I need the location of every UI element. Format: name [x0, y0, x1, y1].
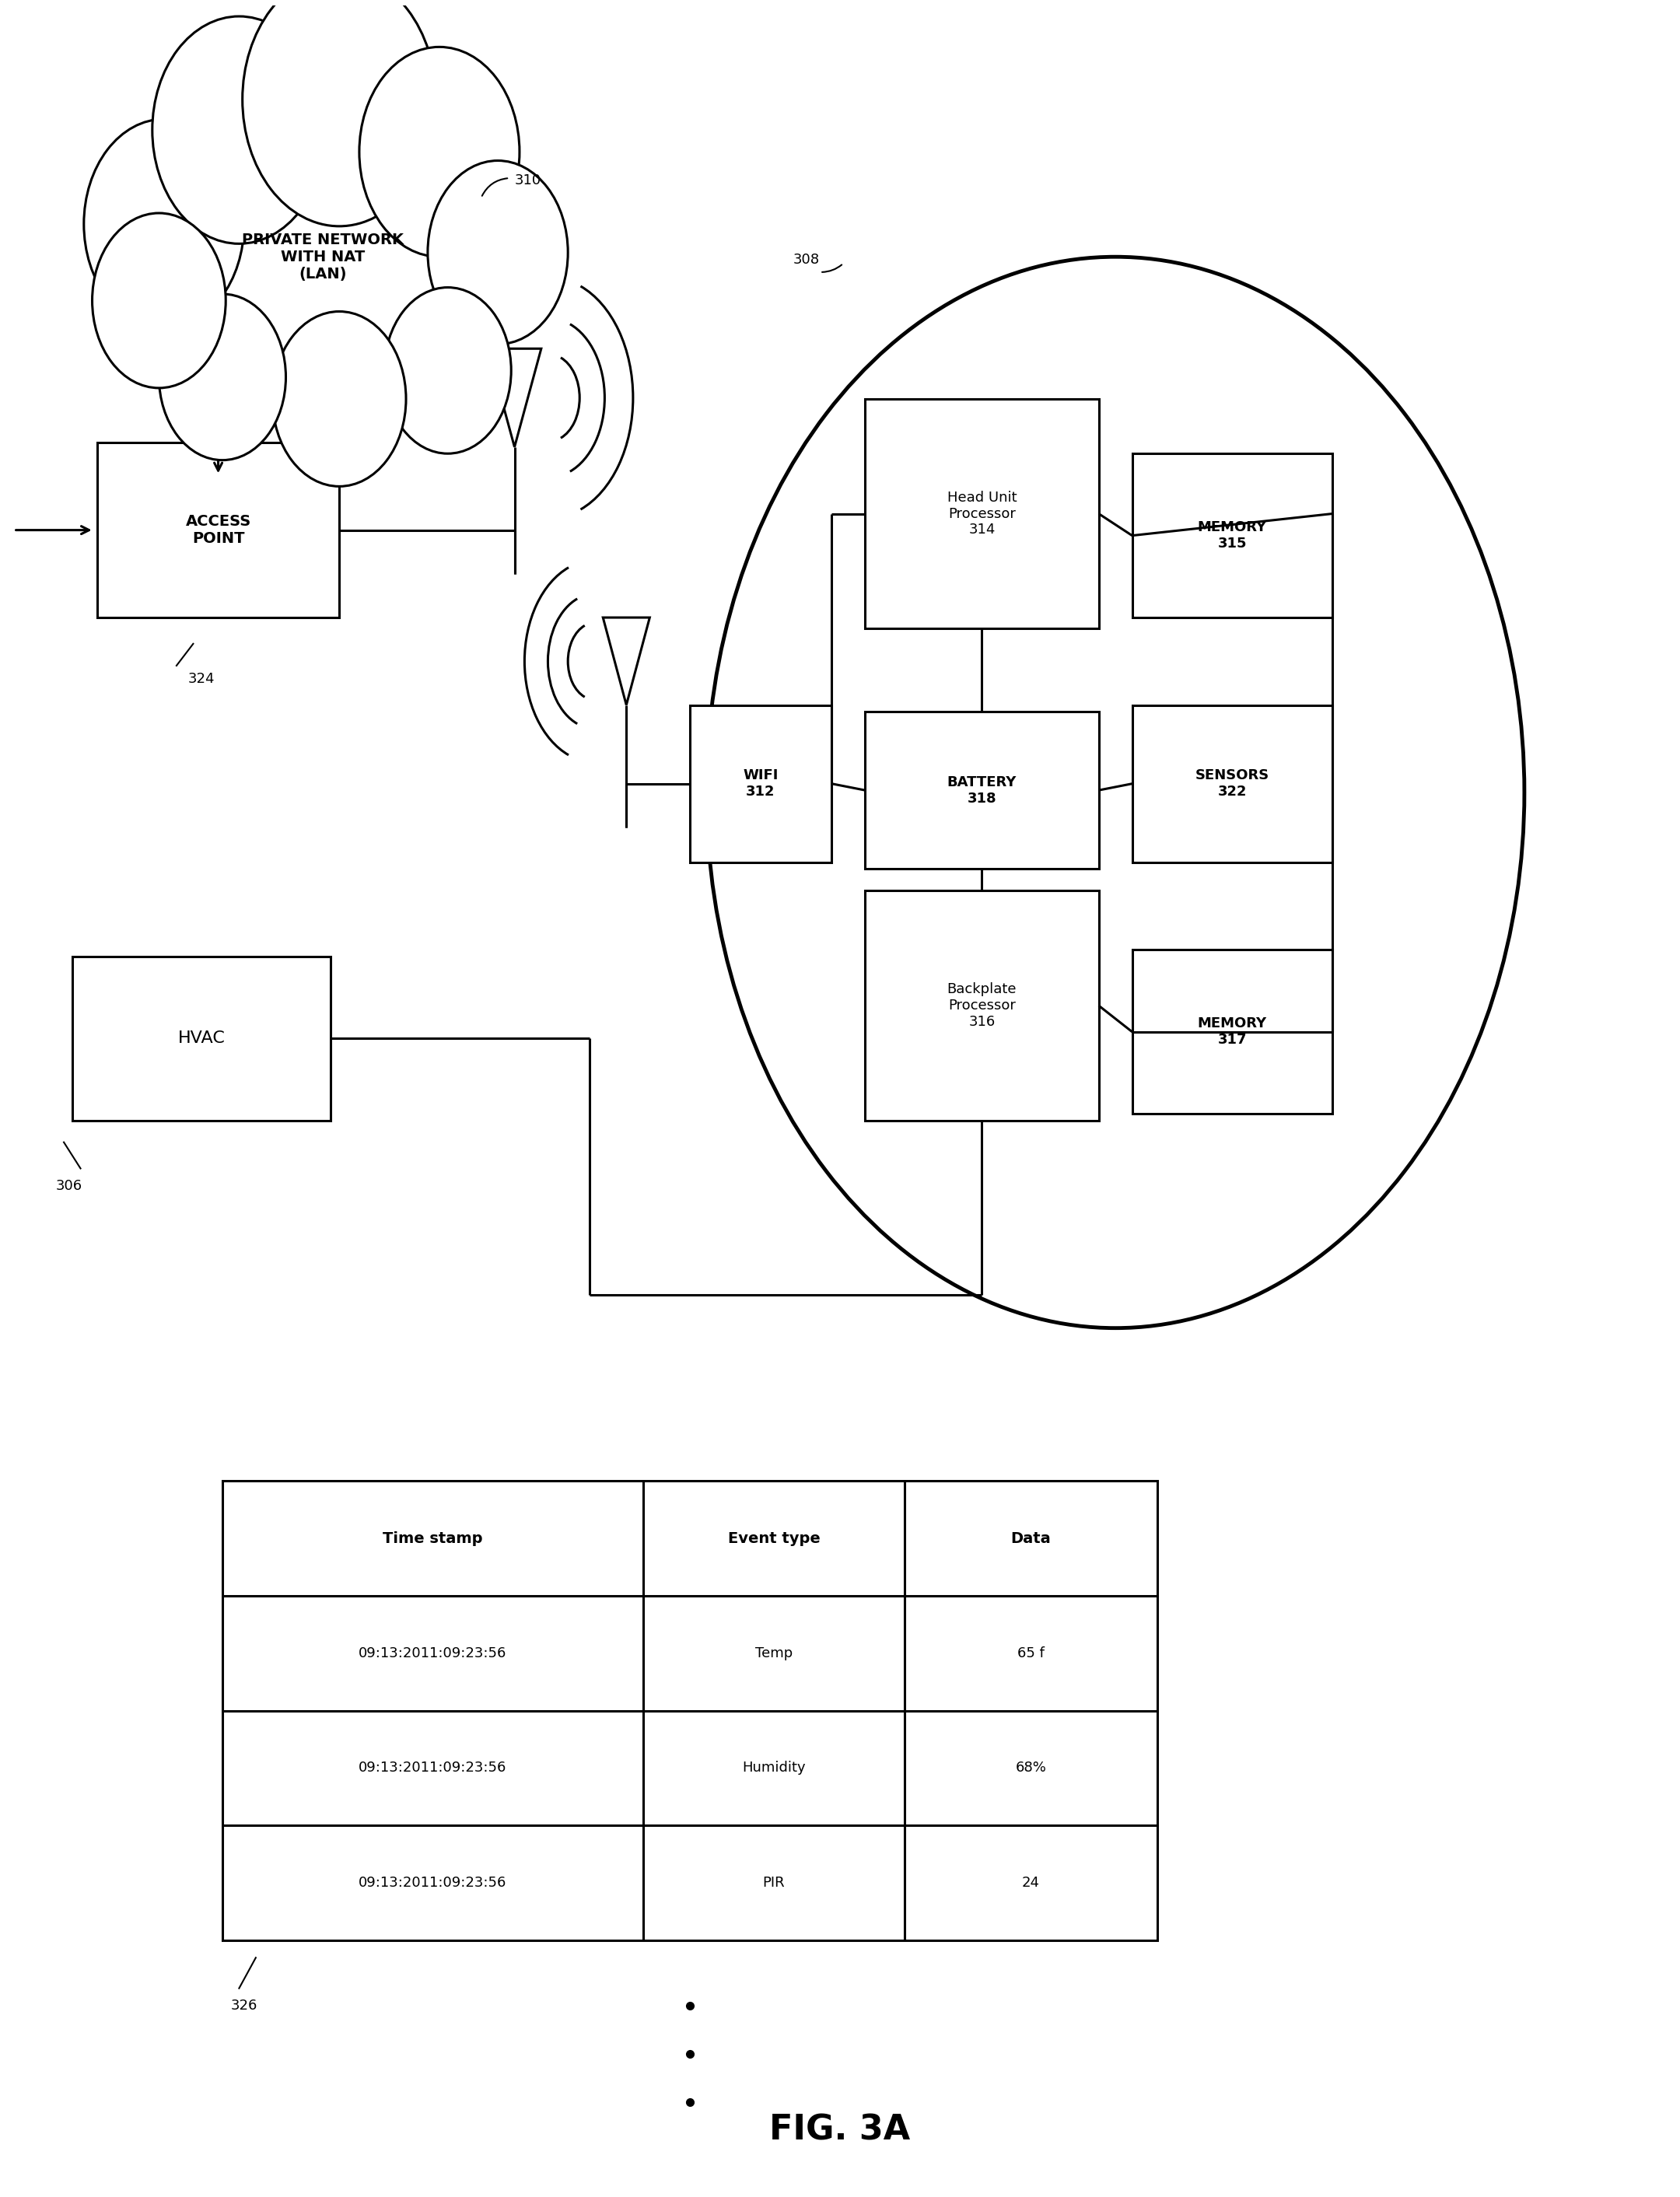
Text: MEMORY
315: MEMORY 315: [1198, 521, 1267, 551]
Text: 326: 326: [230, 1999, 257, 2012]
Circle shape: [385, 288, 511, 453]
Text: 24: 24: [1021, 1876, 1040, 1889]
Text: Humidity: Humidity: [743, 1762, 806, 1775]
Text: MEMORY
317: MEMORY 317: [1198, 1017, 1267, 1048]
Bar: [865, 890, 1099, 1120]
Text: 308: 308: [793, 253, 820, 266]
Text: 09:13:2011:09:23:56: 09:13:2011:09:23:56: [360, 1762, 507, 1775]
Text: HVAC: HVAC: [178, 1030, 225, 1046]
Text: 68%: 68%: [1015, 1762, 1047, 1775]
Text: PRIVATE NETWORK
WITH NAT
(LAN): PRIVATE NETWORK WITH NAT (LAN): [242, 233, 403, 281]
Circle shape: [92, 213, 225, 389]
Text: Temp: Temp: [754, 1646, 793, 1661]
Text: ACCESS
POINT: ACCESS POINT: [185, 514, 250, 547]
Text: 09:13:2011:09:23:56: 09:13:2011:09:23:56: [360, 1876, 507, 1889]
Text: 09:13:2011:09:23:56: 09:13:2011:09:23:56: [360, 1646, 507, 1661]
Circle shape: [272, 312, 407, 486]
Bar: [222, 1481, 1158, 1940]
Text: 306: 306: [55, 1180, 82, 1193]
Bar: [72, 956, 331, 1120]
Bar: [865, 400, 1099, 628]
Text: 310: 310: [514, 174, 541, 187]
Text: Time stamp: Time stamp: [383, 1531, 482, 1547]
Text: Backplate
Processor
316: Backplate Processor 316: [948, 982, 1016, 1028]
Text: 324: 324: [188, 672, 215, 685]
Text: BATTERY
318: BATTERY 318: [948, 776, 1016, 806]
Text: Data: Data: [1011, 1531, 1052, 1547]
Bar: [865, 712, 1099, 870]
Text: WIFI
312: WIFI 312: [743, 769, 778, 800]
Text: 65 f: 65 f: [1018, 1646, 1045, 1661]
Circle shape: [242, 0, 437, 226]
Bar: [1132, 949, 1332, 1114]
Circle shape: [360, 46, 519, 257]
Ellipse shape: [139, 110, 506, 395]
Bar: [1132, 453, 1332, 617]
Bar: [690, 705, 832, 863]
Bar: [97, 442, 339, 617]
Circle shape: [160, 294, 286, 459]
Text: Event type: Event type: [727, 1531, 820, 1547]
Text: Head Unit
Processor
314: Head Unit Processor 314: [948, 490, 1016, 536]
Text: FIG. 3A: FIG. 3A: [769, 2114, 911, 2146]
Circle shape: [153, 15, 326, 244]
Bar: [1132, 705, 1332, 863]
Circle shape: [84, 119, 244, 330]
Text: SENSORS
322: SENSORS 322: [1194, 769, 1270, 800]
Circle shape: [428, 160, 568, 345]
Text: PIR: PIR: [763, 1876, 785, 1889]
